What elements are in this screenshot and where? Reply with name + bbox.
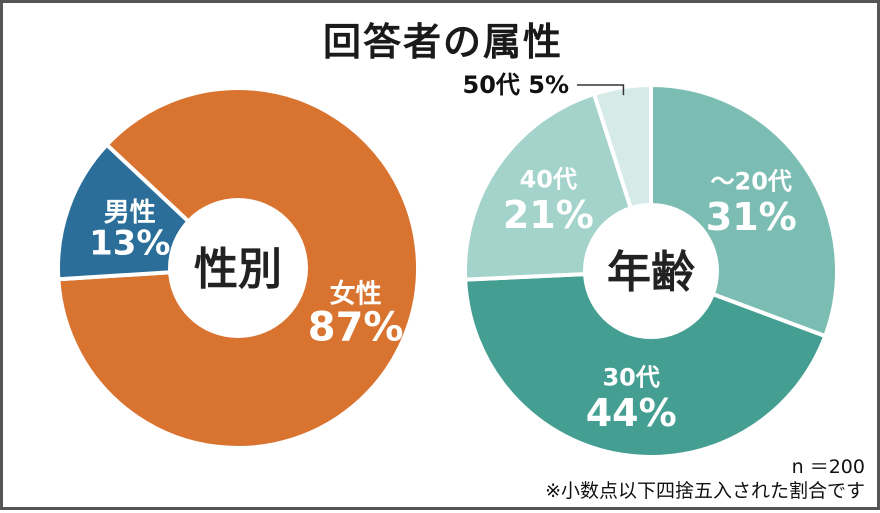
- sample-size-note: n ＝200: [791, 456, 865, 478]
- slice-name-0-1: 男性: [104, 198, 156, 228]
- slice-pct-1-0: 31%: [706, 195, 797, 239]
- slice-label-1-3: 50代 5%: [463, 71, 570, 99]
- slice-pct-0-1: 13%: [89, 224, 170, 264]
- slice-name-1-0: ～20代: [711, 167, 792, 195]
- slice-name-0-0: 女性: [330, 278, 382, 309]
- slice-pct-0-0: 87%: [308, 304, 404, 350]
- slice-name-1-2: 40代: [520, 166, 577, 194]
- slice-pct-1-2: 21%: [503, 193, 594, 237]
- pie-slice-1-1: [463, 269, 828, 460]
- pie-center-label-1: 年齢: [607, 247, 695, 298]
- chart-title: 回答者の属性: [322, 20, 563, 64]
- rounding-note: ※小数点以下四捨五入された割合です: [545, 480, 865, 502]
- gender-pie-chart: 性別女性87% 男性13%: [56, 86, 420, 450]
- slice-pct-1-1: 44%: [586, 391, 677, 435]
- callout-line-1-3: [577, 84, 625, 96]
- donut-hole-0: [168, 198, 308, 338]
- slice-name-1-1: 30代: [602, 363, 659, 391]
- donut-hole-1: [583, 203, 719, 339]
- charts-svg: 性別女性87% 男性13% 年齢 ～20代31% 30代44% 40代21% 50代 5%: [56, 71, 839, 460]
- pie-center-label-0: 性別: [194, 244, 282, 295]
